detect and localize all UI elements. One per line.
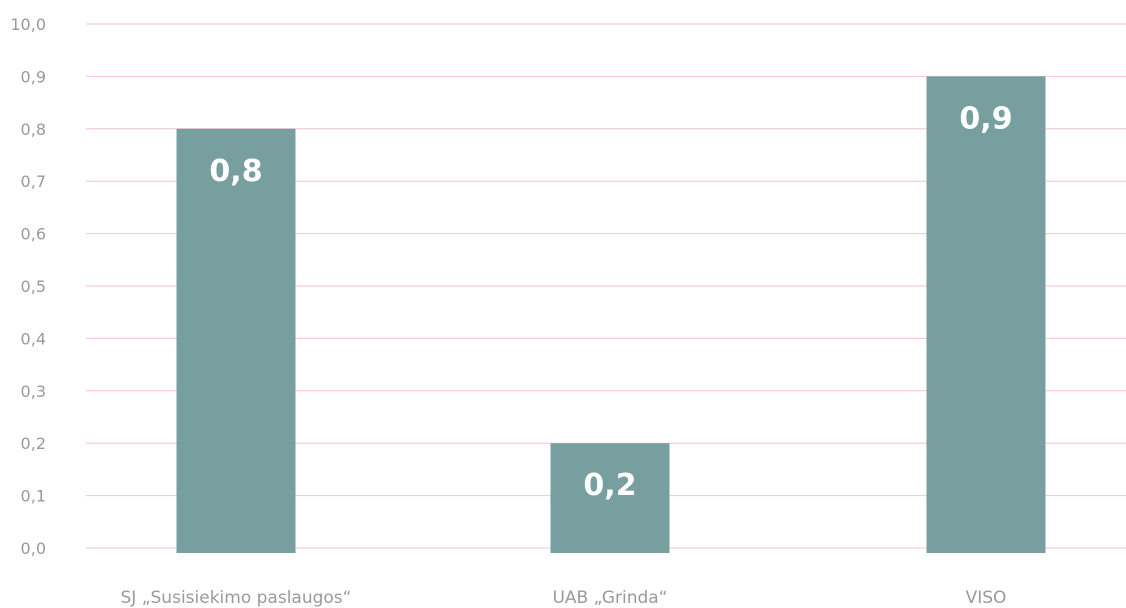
x-tick-label: VISO [966,588,1007,608]
bar-value-label: 0,2 [583,468,636,503]
y-tick-label: 0,8 [21,120,46,139]
y-tick-label: 0,3 [21,382,46,401]
y-tick-label: 0,7 [21,172,46,191]
bar-data-labels: 0,8 0,2 0,9 [209,101,1012,503]
bars [176,76,1046,554]
bar-value-label: 0,9 [959,101,1012,136]
y-tick-label: 0,2 [21,434,46,453]
y-tick-label: 0,6 [21,225,46,244]
bar [550,443,670,553]
y-tick-label: 0,5 [21,277,46,296]
y-tick-label: 0,4 [21,329,46,348]
y-tick-label: 0,9 [21,67,46,86]
y-tick-label: 0,1 [21,487,46,506]
x-axis-ticks: SJ „Susisiekimo paslaugos“ UAB „Grinda“ VI… [121,588,1007,608]
y-tick-label: 10,0 [10,15,46,34]
x-tick-label: SJ „Susisiekimo paslaugos“ [121,588,352,608]
y-axis-ticks: 0,0 0,1 0,2 0,3 0,4 0,5 0,6 0,7 0,8 0,9 10,0 [10,15,46,558]
bar-value-label: 0,8 [209,154,262,189]
bar [176,128,296,554]
x-tick-label: UAB „Grinda“ [552,588,667,608]
y-tick-label: 0,0 [21,539,46,558]
bar [926,76,1046,554]
